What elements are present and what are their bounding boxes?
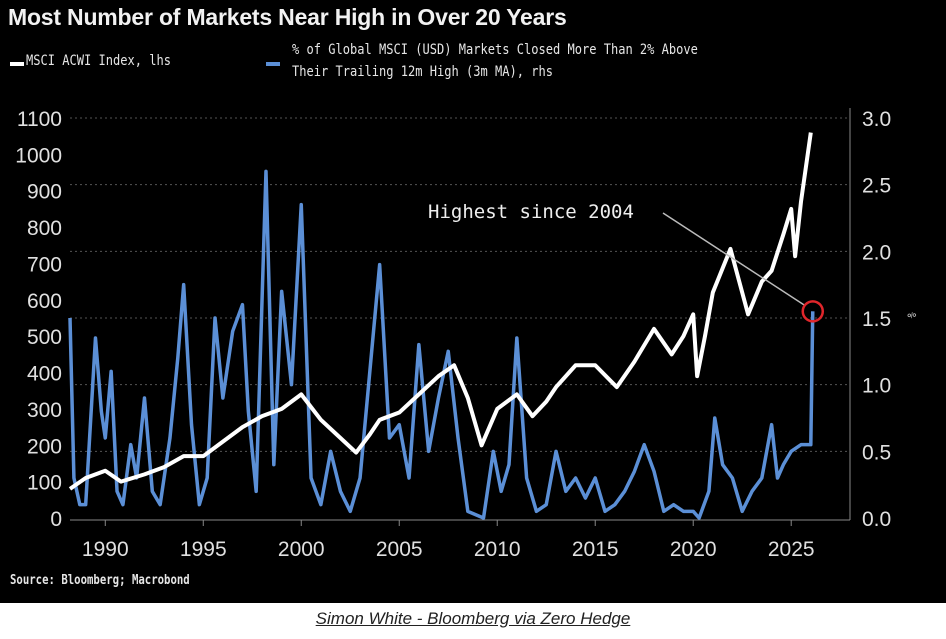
legend-swatch-msci (10, 62, 24, 66)
chart-title: Most Number of Markets Near High in Over… (8, 4, 567, 30)
annotation-label: Highest since 2004 (428, 201, 634, 223)
left-tick-label: 1000 (15, 144, 62, 167)
annotation-leader-line (662, 212, 806, 306)
source-note: Source: Bloomberg; Macrobond (10, 573, 190, 588)
left-tick-label: 500 (27, 326, 62, 349)
right-tick-label: 0.5 (862, 441, 891, 464)
left-tick-label: 200 (27, 435, 62, 458)
left-tick-label: 400 (27, 363, 62, 386)
caption-link[interactable]: Simon White - Bloomberg via Zero Hedge (315, 609, 631, 628)
x-tick-label: 2010 (474, 538, 521, 561)
right-axis-unit-label: % (905, 309, 920, 322)
x-tick-label: 1995 (180, 538, 227, 561)
right-tick-label: 2.0 (862, 241, 891, 264)
x-tick-label: 2005 (376, 538, 423, 561)
left-tick-label: 300 (27, 399, 62, 422)
legend-swatch-pct (266, 62, 280, 66)
x-tick-label: 2020 (670, 538, 717, 561)
right-tick-label: 1.0 (862, 375, 891, 398)
annotation-marker-circle (801, 300, 825, 323)
chart-plot: 0.0 0.5 1.0 1.5 2.0 2.5 3.0 0 100 200 300 400 500 600… (15, 108, 920, 561)
legend-pct-line1: % of Global MSCI (USD) Markets Closed Mo… (292, 42, 698, 58)
right-tick-label: 0.0 (862, 508, 891, 531)
left-tick-label: 700 (27, 253, 62, 276)
left-tick-label: 800 (27, 217, 62, 240)
x-tick-label: 2015 (572, 538, 619, 561)
legend-pct-line2: Their Trailing 12m High (3m MA), rhs (292, 64, 553, 80)
x-tick-label: 1990 (82, 538, 129, 561)
right-tick-label: 3.0 (862, 108, 891, 131)
legend-msci: MSCI ACWI Index, lhs (26, 53, 171, 69)
right-tick-label: 2.5 (862, 175, 891, 198)
x-tick-label: 2000 (278, 538, 325, 561)
series-line-pct-markets (68, 169, 815, 520)
left-tick-label: 1100 (17, 108, 62, 131)
right-tick-label: 1.5 (862, 308, 891, 331)
left-tick-label: 0 (50, 508, 62, 531)
left-tick-label: 600 (27, 290, 62, 313)
left-tick-label: 900 (27, 181, 62, 204)
x-tick-label: 2025 (768, 538, 815, 561)
left-tick-label: 100 (27, 472, 62, 495)
series-line-msci-acwi (68, 132, 813, 491)
